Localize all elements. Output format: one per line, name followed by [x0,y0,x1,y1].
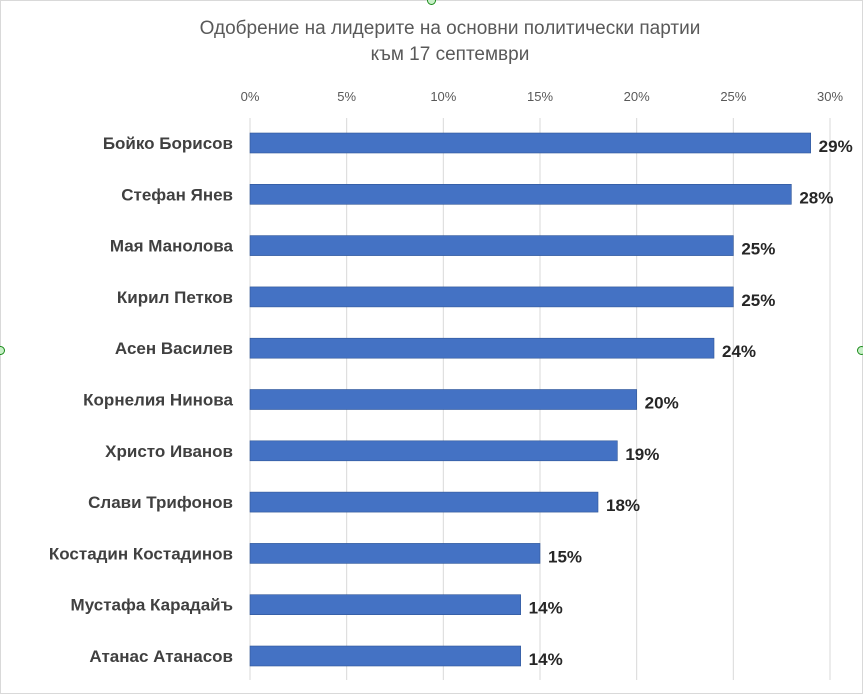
resize-handle-right[interactable] [857,346,863,355]
chart-title-block: Одобрение на лидерите на основни политич… [0,16,863,68]
data-label: 28% [799,188,833,207]
bar[interactable] [249,184,792,205]
chart-title: Одобрение на лидерите на основни политич… [199,18,701,39]
category-label: Бойко Борисов [103,134,233,153]
data-label: 25% [741,240,775,259]
category-label: Мустафа Карадайъ [71,596,233,615]
data-label: 20% [645,394,679,413]
bar[interactable] [249,594,521,616]
bar[interactable] [249,491,599,513]
category-label: Слави Трифонов [88,493,233,512]
category-label: Асен Василев [115,339,233,358]
x-tick-label: 20% [624,89,650,104]
x-tick-label: 30% [817,89,843,104]
bar[interactable] [249,235,734,256]
data-label: 24% [722,342,756,361]
category-label: Корнелия Нинова [83,391,233,410]
x-tick-label: 0% [241,89,260,104]
category-label: Атанас Атанасов [89,647,233,666]
x-tick-label: 5% [337,89,356,104]
data-label: 18% [606,496,640,515]
data-label: 15% [548,547,582,566]
bar[interactable] [249,440,618,462]
resize-handle-left[interactable] [0,346,5,355]
data-label: 14% [529,599,563,618]
data-label: 25% [741,291,775,310]
data-label: 14% [529,650,563,669]
x-tick-label: 10% [430,89,456,104]
x-tick-label: 15% [527,89,553,104]
chart-subtitle: към 17 септември [370,44,530,65]
bar[interactable] [249,543,541,564]
category-label: Христо Иванов [105,442,233,461]
data-label: 19% [625,445,659,464]
resize-handle-top[interactable] [427,0,436,5]
x-tick-label: 25% [720,89,746,104]
data-label: 29% [819,137,853,156]
bar[interactable] [249,389,637,410]
category-label: Мая Манолова [110,237,234,256]
category-label: Кирил Петков [117,288,233,307]
bar[interactable] [249,645,521,667]
bar[interactable] [249,286,734,308]
bar[interactable] [249,337,715,359]
bar[interactable] [249,132,811,154]
category-label: Стефан Янев [121,185,233,204]
category-label: Костадин Костадинов [49,544,233,563]
